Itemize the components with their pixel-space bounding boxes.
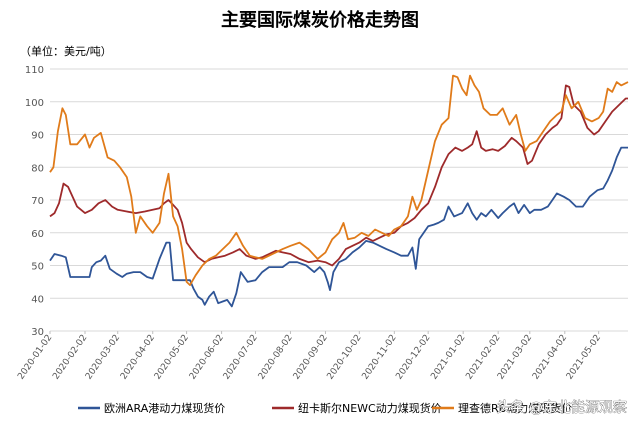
y-tick-label: 60: [31, 229, 44, 240]
x-tick-label: 2020-03-02: [84, 333, 122, 382]
y-tick-label: 40: [31, 294, 44, 305]
gridlines: [50, 68, 628, 332]
y-tick-label: 30: [31, 327, 44, 338]
legend-label-1: 纽卡斯尔NEWC动力煤现货价: [298, 401, 442, 415]
legend: 欧洲ARA港动力煤现货价 纽卡斯尔NEWC动力煤现货价 理查德RB动力煤现货价: [78, 401, 572, 415]
chart-title: 主要国际煤炭价格走势图: [221, 9, 419, 31]
x-tick-label: 2020-07-02: [222, 333, 260, 382]
series-lines: [49, 74, 629, 308]
x-tick-label: 2020-08-02: [257, 333, 295, 382]
series-line-0: [49, 146, 628, 308]
y-tick-label: 80: [31, 163, 44, 174]
x-tick-label: 2020-10-02: [326, 333, 364, 382]
y-tick-label: 70: [31, 196, 44, 207]
series-line-1: [49, 84, 628, 267]
x-tick-label: 2020-02-02: [51, 333, 89, 382]
x-tick-label: 2021-03-02: [496, 333, 534, 382]
x-tick-label: 2021-05-02: [565, 333, 603, 382]
y-tick-label: 100: [25, 98, 44, 109]
x-tick-label: 2020-04-02: [119, 333, 157, 382]
x-tick-label: 2020-05-02: [153, 333, 191, 382]
x-tick-label: 2020-09-02: [292, 333, 330, 382]
y-axis-unit-label: （单位：美元/吨）: [20, 44, 112, 58]
x-tick-label: 2021-01-02: [429, 333, 467, 382]
x-tick-label: 2020-12-02: [394, 333, 432, 382]
y-tick-label: 110: [25, 65, 44, 76]
y-axis-ticks: 30 40 50 60 70 80 90 100 110: [25, 65, 44, 338]
legend-label-0: 欧洲ARA港动力煤现货价: [104, 401, 225, 415]
x-tick-label: 2020-11-02: [361, 333, 399, 382]
x-axis-ticks: 2020-01-022020-02-022020-03-022020-04-02…: [16, 331, 603, 382]
legend-label-2: 理查德RB动力煤现货价: [458, 401, 572, 415]
x-tick-label: 2020-01-02: [16, 333, 54, 382]
x-tick-label: 2020-06-02: [188, 333, 226, 382]
x-tick-label: 2021-04-02: [531, 333, 569, 382]
watermark: 头条 @东北能源观察: [497, 399, 627, 416]
y-tick-label: 90: [31, 131, 44, 142]
y-tick-label: 50: [31, 262, 44, 273]
series-line-2: [49, 74, 629, 286]
